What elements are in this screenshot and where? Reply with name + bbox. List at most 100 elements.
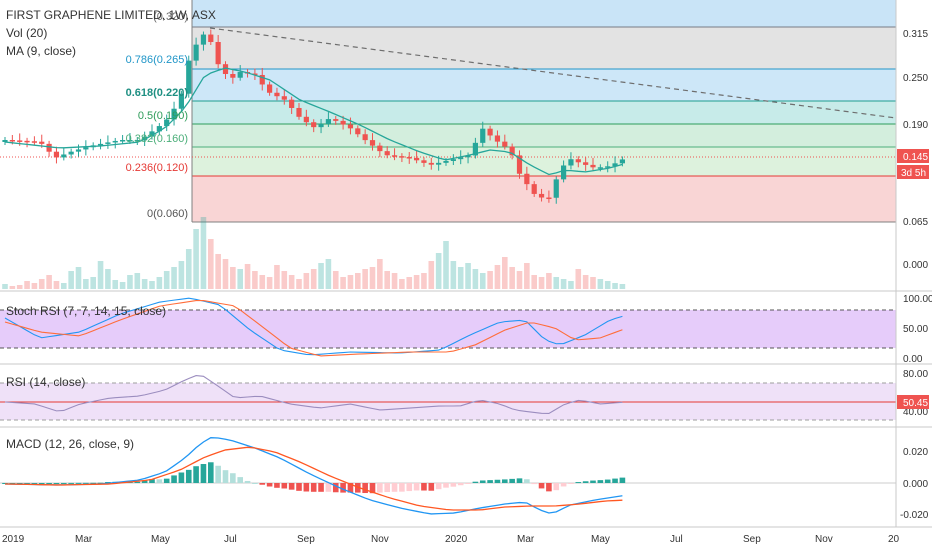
candle-body [2,140,8,142]
macd-hist-bar [428,483,435,491]
time-tick: Jul [670,534,683,545]
volume-bar [149,281,155,289]
candle-body [311,122,317,128]
macd-hist-bar [16,483,23,484]
candle-body [215,42,221,65]
ma-line [4,67,623,176]
macd-hist-bar [494,479,501,483]
candle-body [575,159,581,163]
macd-hist-bar [502,479,508,483]
macd-hist-bar [325,483,332,492]
macd-hist-bar [472,481,479,483]
volume-bar [325,259,332,289]
macd-hist-bar [281,483,288,489]
macd-hist-bar [163,478,170,483]
candle-body [362,134,368,141]
volume-bar [472,269,479,289]
volume-bar [208,239,214,289]
macd-hist-bar [237,477,243,483]
candle-body [421,160,427,163]
macd-hist-bar [362,483,368,494]
candle-body [120,140,126,142]
fib-zone-05-0382 [192,124,896,147]
macd-hist-bar [604,479,611,483]
volume-bar [61,283,67,289]
macd-hist-bar [244,480,251,483]
macd-hist-bar [156,479,163,483]
macd-hist-bar [509,478,515,483]
candle-body [303,116,309,123]
trend-line [209,27,897,119]
volume-bar [604,281,611,289]
volume-bar [465,263,471,289]
candle-body [46,143,52,152]
macd-label: MACD (12, 26, close, 9) [6,437,134,451]
macd-hist-bar [406,483,413,492]
candle-body [516,155,523,174]
volume-bar [435,253,442,289]
macd-hist-bar [75,482,82,484]
candle-body [355,128,361,135]
macd-hist-bar [178,472,185,483]
current-price-value: 0.145 [903,152,928,163]
candle-body [208,34,214,42]
countdown-value: 3d 5h [901,168,926,179]
time-tick: Nov [371,534,389,545]
ma-legend: MA (9, close) [6,44,76,58]
candle-body [597,167,603,169]
candle-body [259,74,265,85]
candle-body [568,159,574,166]
macd-hist-bar [149,479,155,483]
volume-bar [141,279,148,289]
volume-bar [531,275,537,289]
candle-body [24,140,30,143]
volume-bar [68,271,74,289]
volume-bar [457,267,464,289]
volume-bar [421,273,427,289]
volume-bar [560,279,567,289]
macd-hist-bar [487,480,493,483]
time-axis[interactable]: 2019 Mar May Jul Sep Nov 2020 Mar May Ju… [0,526,932,545]
time-tick: Nov [815,534,833,545]
time-tick: Mar [75,534,93,545]
candle-body [538,193,545,198]
candle-body [281,96,287,100]
candle-body [171,108,177,120]
macd-hist-bar [531,483,537,485]
volume-bar [16,285,23,289]
macd-hist-bar [31,483,38,484]
macd-hist-bar [105,482,111,484]
volume-bar [222,259,229,289]
macd-hist-bar [443,483,449,488]
volume-bar [215,254,221,289]
candle-body [391,155,398,157]
candle-body [318,123,324,128]
price-scale[interactable]: 0.315 0.250 0.190 0.065 0.000 0.145 3d 5… [895,0,932,527]
volume-bar [31,283,38,289]
volume-bar [391,273,398,289]
volume-bar [274,265,280,289]
candle-body [142,136,148,140]
macd-hist-bar [83,482,89,484]
countdown-tag [897,165,929,179]
candle-body [296,107,302,117]
macd-hist-bar [90,482,96,484]
rsi-line [4,374,623,415]
candle-body [605,166,611,168]
macd-hist-bar [310,483,317,492]
volume-bar [97,261,104,289]
volume-bar [171,267,177,289]
macd-hist-bar [399,483,405,492]
volume-bar [332,271,339,289]
macd-hist-bar [46,483,52,484]
volume-bar [156,277,163,289]
fib-zone-0786-0618 [192,69,896,101]
volume-bar [553,277,560,289]
candle-body [406,157,412,159]
rsi-label: RSI (14, close) [6,375,85,389]
candle-body [509,146,515,156]
macd-hist-bar [413,483,420,491]
candle-body [612,163,618,167]
stoch-d-line [4,300,623,357]
